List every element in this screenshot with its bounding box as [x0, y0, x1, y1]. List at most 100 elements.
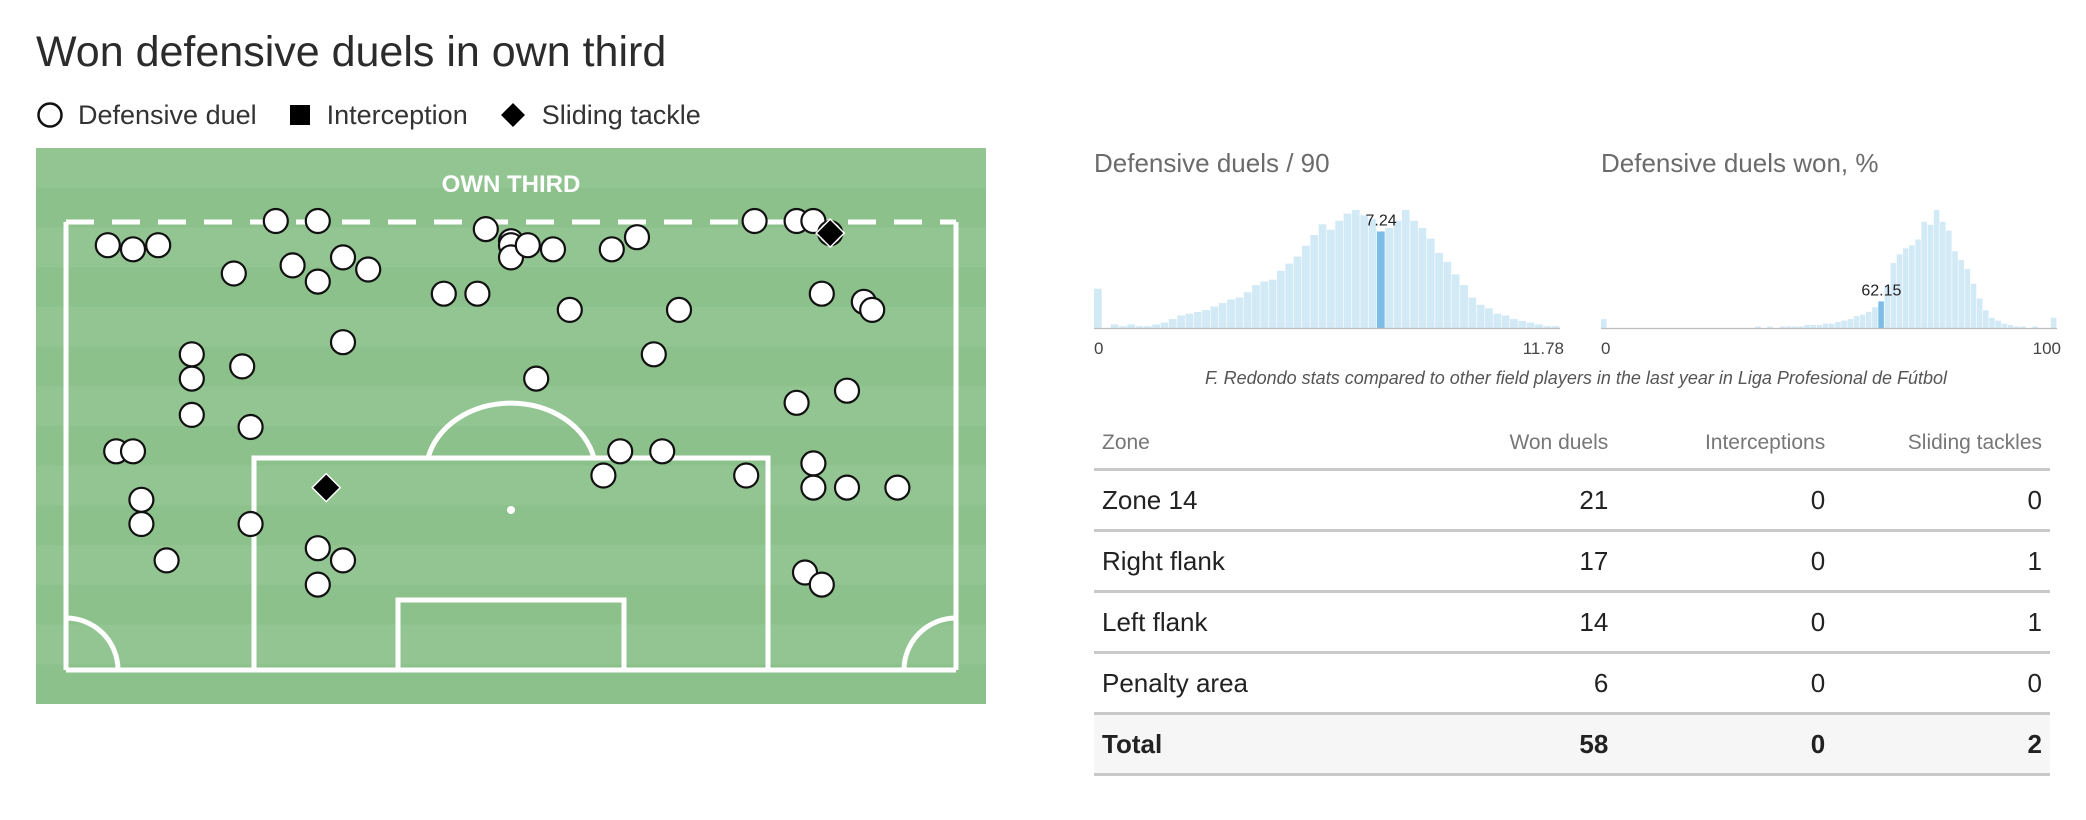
duels-per-90-bar: [1435, 252, 1443, 328]
defensive-duel-point: [279, 252, 306, 279]
duels-won-pct-bar: [1859, 314, 1866, 328]
interceptions-cell: 0: [1616, 469, 1834, 532]
defensive-duel-point: [808, 571, 835, 598]
duels-won-pct-bar: [1958, 260, 1964, 328]
won-cell: 6: [1415, 652, 1617, 715]
duels-per-90-bar: [1202, 310, 1210, 328]
duels-won-pct-bar: [1785, 326, 1792, 329]
duels-won-pct-bar: [1841, 320, 1847, 329]
duels-per-90-bar: [1385, 227, 1393, 328]
sliding-tackle-point: [311, 472, 342, 503]
duels-per-90-bar: [1410, 220, 1418, 328]
duels-per-90-bar: [1393, 220, 1402, 328]
duels-won-pct-tick-label: 0: [1601, 339, 1610, 358]
defensive-duel-point: [464, 280, 491, 307]
table-row: Zone 14 21 0 0: [1094, 469, 2050, 532]
diamond-icon: [498, 100, 527, 130]
duels-won-pct-bar: [1964, 269, 1971, 328]
duels-per-90-bar: [1327, 229, 1335, 328]
duels-per-90-bar: [1302, 245, 1310, 328]
defensive-duel-point: [884, 474, 911, 501]
duels-won-pct-bar: [1847, 319, 1854, 328]
duels-per-90-bar: [1535, 324, 1543, 328]
histogram-duels-per-90: 7.24 0 11.78: [1094, 210, 1564, 358]
duels-per-90-bar: [1510, 319, 1518, 328]
duels-per-90-bar: [1135, 326, 1144, 328]
duels-per-90-bar: [1476, 304, 1485, 328]
corner-arc-right: [901, 615, 957, 671]
defensive-duel-point: [329, 547, 357, 574]
zone-cell: Penalty area: [1094, 652, 1416, 715]
defensive-duel-point: [539, 236, 567, 263]
duels-won-pct-highlight-label: 62.15: [1861, 283, 1901, 300]
duels-won-pct-bar: [1995, 320, 2001, 329]
duels-won-pct-highlight-bar: [1878, 301, 1884, 328]
defensive-duel-point: [556, 296, 583, 323]
duels-won-pct-bar: [1792, 326, 1798, 329]
duels-won-pct-bar: [1915, 239, 1921, 328]
penalty-arc: [425, 400, 597, 459]
defensive-duel-point: [229, 353, 256, 380]
defensive-duel-point: [741, 207, 768, 235]
defensive-duel-point: [783, 389, 810, 416]
zone-cell: Left flank: [1094, 591, 1416, 654]
duels-per-90-bar: [1310, 235, 1319, 328]
defensive-duel-point: [128, 486, 155, 513]
duels-won-pct-bar: [1896, 254, 1903, 328]
won-cell: 14: [1415, 591, 1617, 654]
duels-won-pct-bar: [1884, 286, 1891, 328]
duels-per-90-tick-label: 0: [1094, 339, 1103, 358]
defensive-duel-point: [833, 377, 861, 404]
duels-per-90-bar: [1351, 210, 1360, 328]
duels-won-pct-bar: [1939, 221, 1946, 328]
defensive-duel-point: [649, 438, 676, 465]
defensive-duel-point: [178, 365, 205, 392]
table-row: Left flank 14 0 1: [1094, 591, 2050, 654]
duels-per-90-bar: [1293, 256, 1302, 328]
duels-per-90-bar: [1543, 326, 1552, 328]
duels-won-pct-bar: [2007, 325, 2014, 328]
duels-per-90-bar: [1143, 326, 1152, 328]
page-title: Won defensive duels in own third: [36, 28, 667, 76]
duels-won-pct-bar: [1946, 230, 1952, 328]
duels-won-pct-bar: [2050, 317, 2057, 328]
defensive-duel-point: [800, 474, 827, 501]
column-header: Zone: [1094, 418, 1416, 471]
duels-won-pct-bar: [1902, 248, 1909, 328]
duels-per-90-bar: [1493, 313, 1502, 328]
duels-per-90-bar: [1210, 306, 1219, 328]
duels-won-pct-bar: [1976, 298, 1983, 328]
duels-won-pct-bar: [1829, 323, 1835, 328]
duels-won-pct-bar: [1822, 323, 1829, 328]
won-cell: 21: [1415, 469, 1617, 532]
defensive-duel-point: [808, 280, 835, 307]
defensive-duel-point: [833, 474, 861, 501]
defensive-duel-point: [859, 296, 886, 323]
defensive-duel-point: [733, 462, 760, 489]
pitch-marks: [94, 207, 911, 598]
duels-won-pct-bar: [2013, 326, 2020, 329]
defensive-duel-point: [237, 413, 264, 441]
duels-won-pct-bar: [1853, 316, 1860, 328]
defensive-duel-point: [304, 268, 331, 295]
sliding-cell: 1: [1833, 591, 2050, 654]
hist-title-duels-per-90: Defensive duels / 90: [1094, 148, 1330, 178]
duels-won-pct-bar: [1755, 326, 1761, 329]
defensive-duel-point: [640, 341, 667, 368]
zones-table: Zone Won duels Interceptions Sliding tac…: [1094, 418, 2050, 776]
duels-won-pct-bar: [1952, 251, 1958, 328]
duels-won-pct-bar: [1779, 326, 1786, 329]
histogram-duels-won-pct: 62.15 0 100: [1601, 210, 2061, 358]
duels-won-pct-bar: [1872, 307, 1878, 328]
square-icon: [289, 105, 310, 125]
defensive-duel-point: [355, 256, 382, 283]
defensive-duel-point: [304, 571, 331, 598]
duels-won-pct-bar: [1810, 325, 1817, 328]
table-row: Penalty area 6 0 0: [1094, 652, 2050, 715]
duels-per-90-bar: [1185, 313, 1194, 328]
duels-won-pct-bar: [1970, 283, 1977, 328]
duels-per-90-bar: [1426, 238, 1435, 328]
defensive-duel-point: [329, 329, 357, 356]
duels-per-90-bar: [1177, 315, 1185, 328]
zone-cell: Zone 14: [1094, 469, 1416, 532]
